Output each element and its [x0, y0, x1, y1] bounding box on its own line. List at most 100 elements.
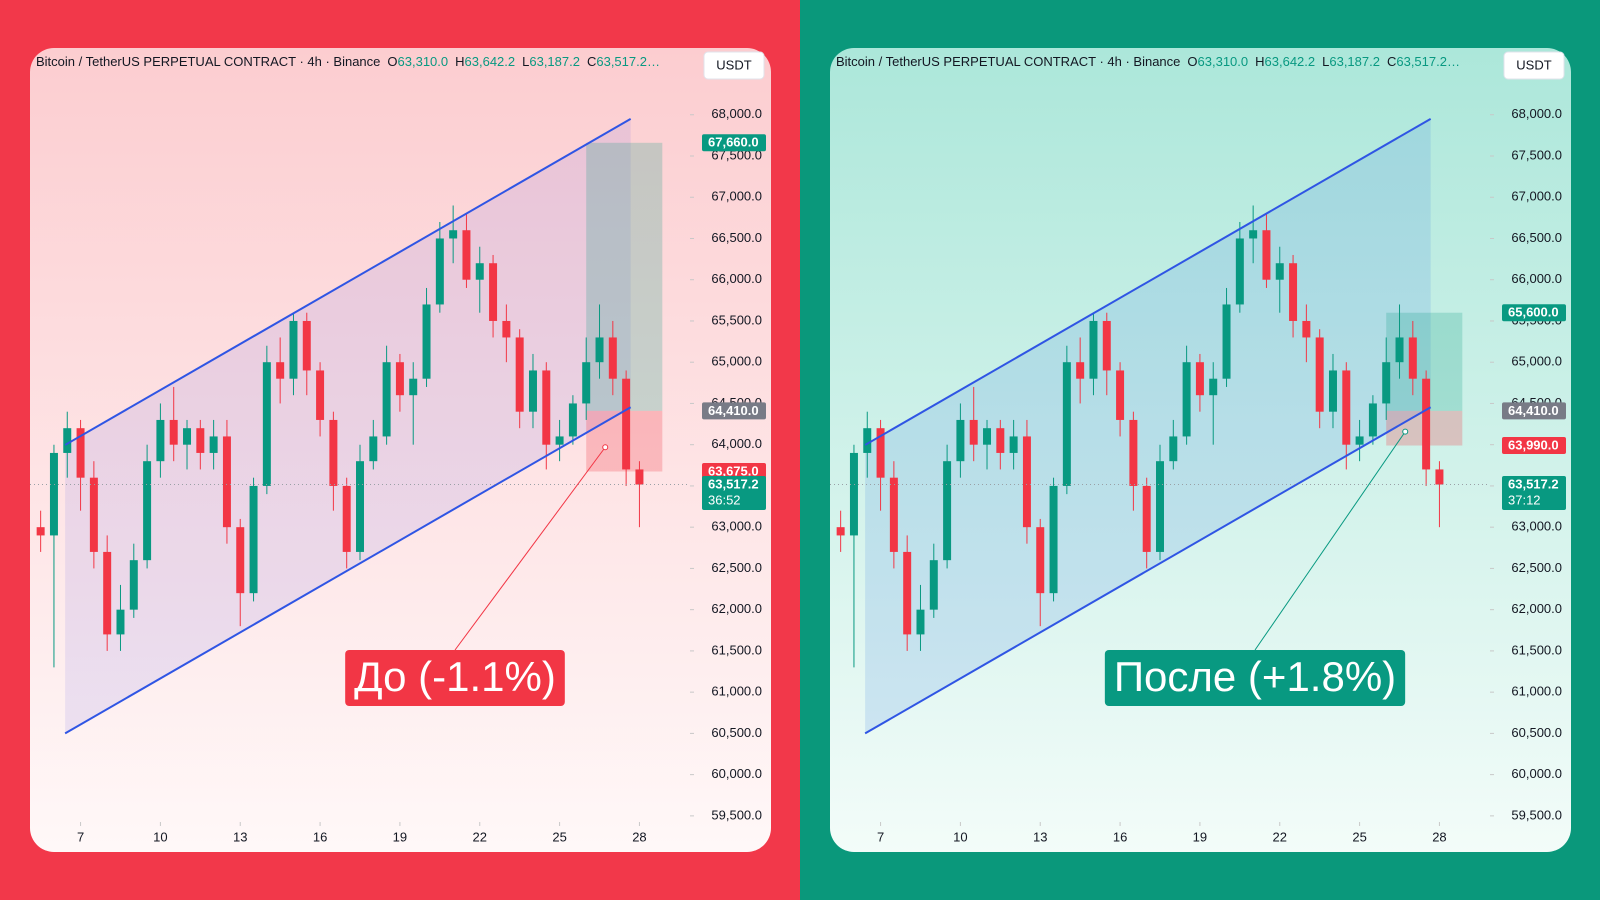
candle-body [568, 403, 577, 437]
candle-body [1049, 485, 1058, 594]
ohlc-key: O [387, 54, 397, 69]
y-tick-label: 65,000.0 [711, 354, 762, 369]
x-tick-label: 10 [953, 829, 967, 844]
currency-button[interactable] [1503, 51, 1565, 80]
x-tick-label: 28 [1432, 829, 1446, 844]
candle-body [1382, 362, 1391, 404]
y-tick-label: 68,000.0 [711, 106, 762, 121]
x-tick-label: 22 [1273, 829, 1287, 844]
chart-card [30, 48, 771, 852]
candle-body [1435, 469, 1444, 485]
candle-body [262, 362, 271, 486]
y-tick-label: 59,500.0 [711, 807, 762, 822]
x-tick-label: 7 [877, 829, 884, 844]
candle-body [1222, 304, 1231, 379]
candle-body [369, 436, 378, 462]
y-tick-label: 65,000.0 [1511, 354, 1562, 369]
price-tag-label: 63,517.2 [708, 476, 759, 491]
candle-body [489, 263, 498, 321]
callout-line [1254, 431, 1406, 651]
candle-body [836, 527, 845, 536]
symbol-legend: Bitcoin / TetherUS PERPETUAL CONTRACT · … [36, 54, 660, 69]
candle-body [1142, 485, 1151, 552]
candle-body [395, 362, 404, 396]
channel-line [864, 406, 1432, 735]
y-tick-label: 67,000.0 [711, 189, 762, 204]
candle-body [222, 436, 231, 528]
candle-body [1209, 378, 1218, 396]
candle-body [929, 560, 938, 610]
y-tick-label: 61,500.0 [1511, 642, 1562, 657]
candle-body [1275, 263, 1284, 280]
candle-body [1169, 436, 1178, 462]
price-tag-label: 63,990.0 [1508, 437, 1559, 452]
x-tick-label: 28 [632, 829, 646, 844]
price-tag-label: 67,660.0 [708, 135, 759, 150]
candle-body [555, 436, 564, 445]
candle-body [1022, 436, 1031, 528]
candle-body [1062, 362, 1071, 486]
candle-body [608, 337, 617, 379]
price-tag-label: 64,410.0 [708, 403, 759, 418]
candle-body [422, 304, 431, 379]
symbol-title: Bitcoin / TetherUS PERPETUAL CONTRACT · … [36, 54, 380, 69]
candle-body [1368, 403, 1377, 437]
candle-body [49, 452, 58, 536]
y-tick-label: 66,500.0 [1511, 230, 1562, 245]
candle-body [276, 362, 285, 379]
y-tick-label: 65,500.0 [711, 312, 762, 327]
candle-body [1302, 320, 1311, 338]
x-tick-label: 7 [77, 829, 84, 844]
y-tick-label: 66,000.0 [711, 271, 762, 286]
candle-body [116, 609, 125, 635]
candle-body [1289, 263, 1298, 321]
symbol-legend: Bitcoin / TetherUS PERPETUAL CONTRACT · … [836, 54, 1460, 69]
ohlc-key: L [1322, 54, 1329, 69]
y-tick-label: 67,000.0 [1511, 189, 1562, 204]
y-tick-label: 60,500.0 [711, 725, 762, 740]
candle-body [342, 485, 351, 552]
candle-body [156, 419, 165, 462]
price-tag [702, 462, 766, 480]
candle-body [209, 436, 218, 453]
y-tick-label: 61,000.0 [1511, 684, 1562, 699]
ohlc-value: 63,310.0 [398, 54, 449, 69]
x-tick-label: 25 [552, 829, 566, 844]
price-tag [702, 134, 766, 152]
x-tick-label: 19 [393, 829, 407, 844]
y-tick-label: 66,000.0 [1511, 271, 1562, 286]
plot-area [830, 118, 1490, 735]
candle-body [1102, 320, 1111, 371]
currency-button[interactable] [703, 51, 765, 80]
candle-body [462, 230, 471, 280]
candle-body [289, 320, 298, 379]
annotation-label: До (-1.1%) [354, 653, 556, 700]
callout-point [602, 444, 609, 451]
candle-body [183, 428, 192, 445]
price-tag [702, 476, 766, 511]
y-tick-label: 61,000.0 [711, 684, 762, 699]
candle-body [889, 477, 898, 552]
take-profit-zone [586, 142, 663, 411]
candle-body [1116, 370, 1125, 420]
candle-body [1408, 337, 1417, 379]
candle-body [316, 370, 325, 420]
currency-label[interactable]: USDT [1516, 57, 1551, 72]
ohlc-value: 63,642.2 [465, 54, 516, 69]
candle-body [1076, 362, 1085, 379]
y-tick-label: 67,500.0 [1511, 147, 1562, 162]
y-tick-label: 62,000.0 [1511, 601, 1562, 616]
candle-body [502, 320, 511, 338]
price-tag [1502, 402, 1566, 420]
candle-body [196, 428, 205, 453]
y-tick-label: 60,000.0 [1511, 766, 1562, 781]
candle-body [1328, 370, 1337, 412]
candle-body [635, 469, 644, 485]
candle-body [129, 560, 138, 610]
x-tick-label: 25 [1352, 829, 1366, 844]
ohlc-value: 63,187.2 [529, 54, 580, 69]
currency-label[interactable]: USDT [716, 57, 751, 72]
x-tick-label: 16 [313, 829, 327, 844]
ohlc-value: 63,310.0 [1198, 54, 1249, 69]
